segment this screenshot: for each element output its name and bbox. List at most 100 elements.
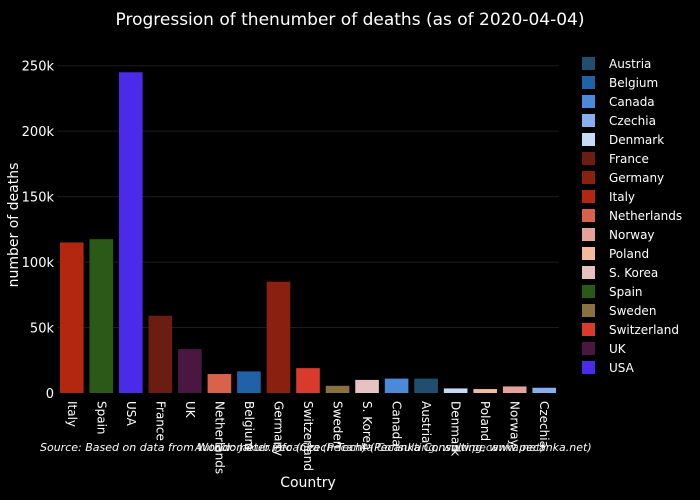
legend-item[interactable]: Denmark xyxy=(582,133,664,147)
y-axis-label: number of deaths xyxy=(6,163,22,288)
legend-label: Canada xyxy=(609,95,655,109)
legend-label: Netherlands xyxy=(609,209,682,223)
legend: Austria Belgium Canada Czechia Denmark France… xyxy=(582,57,682,375)
x-tick-label: Sweden xyxy=(331,401,345,448)
legend-item[interactable]: Canada xyxy=(582,95,655,109)
y-tick-label: 50k xyxy=(30,322,55,337)
y-tick-label: 250k xyxy=(22,60,55,75)
x-tick-label: Austria xyxy=(419,401,433,443)
legend-label: Czechia xyxy=(609,114,656,128)
legend-swatch xyxy=(582,361,595,374)
bar-netherlands xyxy=(207,374,232,393)
legend-label: Sweden xyxy=(609,304,656,318)
x-axis-ticks: Italy Spain USA France UK Netherlands Belgium G… xyxy=(65,401,551,474)
x-axis-label: Country xyxy=(280,475,336,491)
bar-italy xyxy=(59,242,84,393)
legend-item[interactable]: Poland xyxy=(582,247,649,261)
legend-swatch xyxy=(582,190,595,203)
bar-norway xyxy=(502,386,527,393)
legend-label: Poland xyxy=(609,247,649,261)
source-note: Source: Based on data from Worldometer.i… xyxy=(40,441,592,454)
bar-austria xyxy=(414,378,438,393)
legend-item[interactable]: Sweden xyxy=(582,304,656,318)
x-tick-label: Netherlands xyxy=(212,401,226,474)
legend-label: Belgium xyxy=(609,76,658,90)
y-tick-label: 150k xyxy=(22,191,55,206)
legend-label: Italy xyxy=(609,190,635,204)
bar-canada xyxy=(384,378,409,393)
legend-label: Switzerland xyxy=(609,323,679,337)
legend-swatch xyxy=(582,304,595,317)
legend-label: Norway xyxy=(609,228,655,242)
x-tick-label: France xyxy=(153,401,167,441)
x-tick-label: Canada xyxy=(390,401,404,447)
bar-germany xyxy=(266,281,291,393)
legend-swatch xyxy=(582,323,595,336)
bar-france xyxy=(148,315,173,393)
bar-spain xyxy=(89,239,114,393)
bar-sweden xyxy=(325,385,350,393)
legend-swatch xyxy=(582,114,595,127)
bar-usa xyxy=(119,72,143,393)
legend-label: Denmark xyxy=(609,133,664,147)
bar-czechia xyxy=(532,387,557,393)
x-tick-label: Italy xyxy=(65,401,79,427)
legend-swatch xyxy=(582,171,595,184)
x-tick-label: Poland xyxy=(478,401,492,441)
bar-s-korea xyxy=(355,379,379,393)
legend-item[interactable]: Norway xyxy=(582,228,655,242)
legend-label: UK xyxy=(609,342,627,356)
legend-item[interactable]: Italy xyxy=(582,190,635,204)
bar-denmark xyxy=(443,388,468,393)
legend-swatch xyxy=(582,266,595,279)
legend-swatch xyxy=(582,228,595,241)
x-tick-label: USA xyxy=(124,401,138,427)
legend-label: Austria xyxy=(609,57,651,71)
x-tick-label: Spain xyxy=(94,401,108,435)
legend-item[interactable]: Germany xyxy=(582,171,664,185)
legend-item[interactable]: France xyxy=(582,152,649,166)
x-tick-label: Czechia xyxy=(537,401,551,448)
x-tick-label: Norway xyxy=(508,401,522,447)
legend-swatch xyxy=(582,95,595,108)
legend-item[interactable]: Belgium xyxy=(582,76,658,90)
legend-label: S. Korea xyxy=(609,266,658,280)
legend-swatch xyxy=(582,285,595,298)
x-tick-label: S. Korea xyxy=(360,401,374,450)
bar-switzerland xyxy=(296,368,320,393)
legend-label: France xyxy=(609,152,649,166)
y-tick-label: 0 xyxy=(46,387,54,402)
x-tick-label: Denmark xyxy=(449,401,463,456)
y-tick-label: 200k xyxy=(22,125,55,140)
legend-item[interactable]: USA xyxy=(582,361,635,375)
author-watermark: Author: Jakub Pecanka (Pecanka Consultin… xyxy=(194,441,545,454)
legend-swatch xyxy=(582,209,595,222)
bar-belgium xyxy=(237,371,261,393)
legend-item[interactable]: Netherlands xyxy=(582,209,682,223)
legend-item[interactable]: S. Korea xyxy=(582,266,658,280)
bar-poland xyxy=(473,389,497,393)
legend-swatch xyxy=(582,57,595,70)
legend-label: USA xyxy=(609,361,635,375)
legend-item[interactable]: Switzerland xyxy=(582,323,679,337)
x-tick-label: Germany xyxy=(271,401,285,456)
legend-swatch xyxy=(582,76,595,89)
legend-item[interactable]: Spain xyxy=(582,285,643,299)
legend-item[interactable]: UK xyxy=(582,342,627,356)
legend-label: Germany xyxy=(609,171,664,185)
x-tick-label: Switzerland xyxy=(301,401,315,471)
legend-item[interactable]: Austria xyxy=(582,57,651,71)
legend-label: Spain xyxy=(609,285,643,299)
chart-title: Progression of thenumber of deaths (as o… xyxy=(116,10,585,30)
legend-item[interactable]: Czechia xyxy=(582,114,656,128)
legend-swatch xyxy=(582,133,595,146)
legend-swatch xyxy=(582,247,595,260)
legend-swatch xyxy=(582,152,595,165)
y-tick-label: 100k xyxy=(22,256,55,271)
bar-uk xyxy=(178,349,202,393)
legend-swatch xyxy=(582,342,595,355)
bars xyxy=(59,72,557,393)
x-tick-label: UK xyxy=(183,401,197,419)
y-axis-ticks: 0 50k 100k 150k 200k 250k xyxy=(22,60,55,402)
